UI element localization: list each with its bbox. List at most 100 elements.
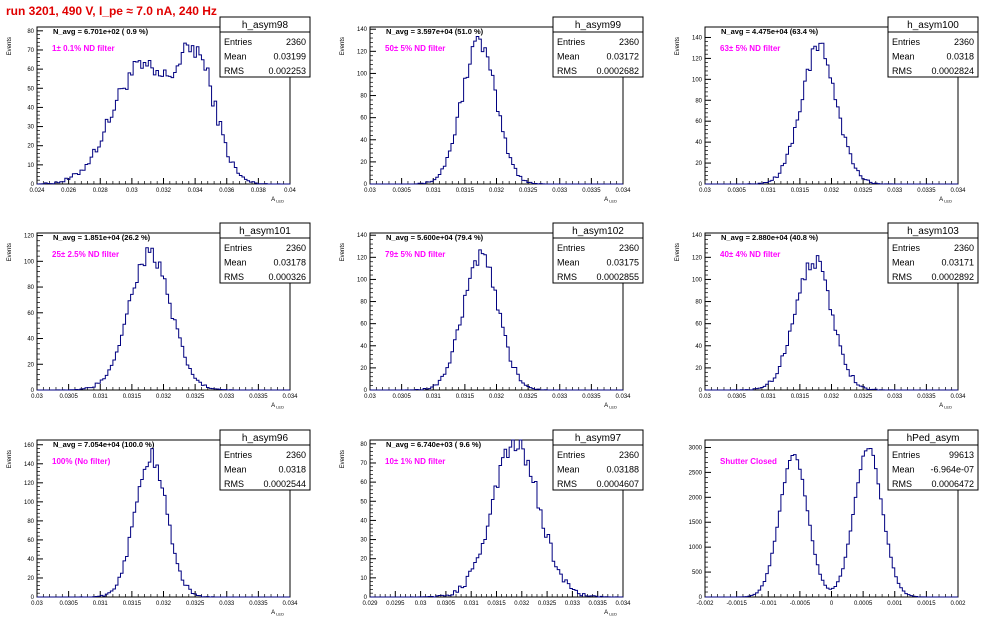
stats-value: 0.03175 <box>606 258 639 268</box>
y-tick-label: 40 <box>27 557 34 563</box>
x-tick-label: 0.034 <box>615 188 631 194</box>
x-tick-label: 0.031 <box>93 394 109 400</box>
x-tick-label: 0.0335 <box>917 188 936 194</box>
navg-label: N_avg = 6.701e+02 ( 0.9 %) <box>53 27 149 36</box>
x-tick-label: 0.034 <box>615 601 631 607</box>
stats-value: 0.03171 <box>941 258 974 268</box>
stats-title: hPed_asym <box>907 433 960 444</box>
x-tick-label: 0.0325 <box>519 188 538 194</box>
x-tick-label: 0.032 <box>489 188 505 194</box>
x-tick-label: 0.0015 <box>917 601 936 607</box>
filter-note: 10± 1% ND filter <box>385 457 445 466</box>
stats-title: h_asym98 <box>242 20 289 31</box>
stats-title: h_asym99 <box>575 20 622 31</box>
y-tick-label: 20 <box>695 366 702 372</box>
x-tick-label: 0.032 <box>824 394 840 400</box>
x-tick-label: 0.03 <box>31 394 43 400</box>
y-tick-label: 80 <box>27 285 34 291</box>
stats-label: RMS <box>224 479 244 489</box>
y-tick-label: 100 <box>24 500 35 506</box>
histogram-panel-h_asym99: 0 20 40 60 80 100 120 140 0.03 0.0305 0.031 0.0315 0… <box>340 16 644 204</box>
x-tick-label: 0.034 <box>615 394 631 400</box>
histogram-line <box>370 36 623 185</box>
navg-label: N_avg = 3.597e+04 (51.0 %) <box>386 27 484 36</box>
histogram-panel-h_asym98: 0 10 20 30 40 50 60 70 80 0.024 0.026 0.028 0.03 0.03… <box>7 16 311 204</box>
x-tick-label: 0.033 <box>552 188 568 194</box>
x-tick-label: 0.029 <box>362 601 378 607</box>
stats-label: RMS <box>224 66 244 76</box>
y-tick-label: 120 <box>24 234 35 240</box>
stats-value: 2360 <box>286 37 306 47</box>
x-tick-label: 0.0305 <box>59 601 78 607</box>
x-axis-label: A LED <box>604 403 617 410</box>
stats-value: 0.000326 <box>268 272 306 282</box>
y-tick-label: 60 <box>27 67 34 73</box>
stats-box <box>552 16 644 78</box>
y-tick-label: 20 <box>695 161 702 167</box>
y-axis-label: Events <box>340 243 346 261</box>
y-tick-label: 140 <box>357 233 368 239</box>
x-axis-label: A LED <box>939 197 952 204</box>
y-tick-label: 40 <box>695 140 702 146</box>
navg-label: N_avg = 1.851e+04 (26.2 %) <box>53 233 151 242</box>
y-tick-label: 20 <box>360 160 367 166</box>
histogram-panel-h_asym97: 0 10 20 30 40 50 60 70 80 0.029 0.0295 0.03 0.0305 0.… <box>340 429 644 617</box>
x-tick-label: 0.031 <box>761 188 777 194</box>
stats-value: 0.03188 <box>606 465 639 475</box>
x-tick-label: 0.032 <box>514 601 530 607</box>
y-tick-label: 60 <box>27 311 34 317</box>
x-tick-label: 0.0325 <box>854 188 873 194</box>
histogram-panel-h_asym100: 0 20 40 60 80 100 120 140 0.03 0.0305 0.031 0.0315 0… <box>675 16 979 204</box>
stats-label: RMS <box>892 272 912 282</box>
histogram-panel-h_asym103: 0 20 40 60 80 100 120 140 0.03 0.0305 0.031 0.0315 0… <box>675 222 979 410</box>
stats-label: Mean <box>557 258 580 268</box>
stats-label: Mean <box>224 465 247 475</box>
y-axis-label: Events <box>340 37 346 55</box>
y-tick-label: 120 <box>357 255 368 261</box>
x-tick-label: 0.033 <box>565 601 581 607</box>
y-axis-label: Events <box>7 450 13 468</box>
y-tick-label: 0 <box>699 182 703 188</box>
y-tick-label: 20 <box>27 362 34 368</box>
stats-label: RMS <box>557 66 577 76</box>
y-tick-label: 80 <box>695 98 702 104</box>
x-tick-label: 0.0305 <box>437 601 456 607</box>
stats-label: Mean <box>892 258 915 268</box>
x-tick-label: 0.0325 <box>186 394 205 400</box>
histogram-line <box>37 448 290 598</box>
stats-title: h_asym102 <box>572 226 624 237</box>
stats-label: RMS <box>557 479 577 489</box>
stats-label: Entries <box>892 37 921 47</box>
stats-box <box>552 429 644 491</box>
stats-value: 0.0002892 <box>931 272 974 282</box>
y-tick-label: 1000 <box>689 545 703 551</box>
y-tick-label: 40 <box>360 138 367 144</box>
x-tick-label: 0.03 <box>699 394 711 400</box>
y-tick-label: 0 <box>31 182 35 188</box>
filter-note: 25± 2.5% ND filter <box>52 250 119 259</box>
y-tick-label: 10 <box>360 576 367 582</box>
x-tick-label: 0.0335 <box>589 601 608 607</box>
x-tick-label: 0.03 <box>364 394 376 400</box>
x-tick-label: 0.03 <box>126 188 138 194</box>
stats-value: 0.03199 <box>273 52 306 62</box>
stats-value: 0.0002544 <box>263 479 306 489</box>
stats-box <box>887 222 979 284</box>
stats-title: h_asym97 <box>575 433 622 444</box>
y-tick-label: 80 <box>27 29 34 35</box>
x-tick-label: 0.03 <box>31 601 43 607</box>
y-tick-label: 0 <box>364 182 368 188</box>
y-tick-label: 50 <box>360 499 367 505</box>
x-tick-label: 0.0335 <box>582 188 601 194</box>
stats-label: Mean <box>892 52 915 62</box>
y-tick-label: 30 <box>27 125 34 131</box>
y-tick-label: 20 <box>27 144 34 150</box>
x-tick-label: 0.032 <box>156 601 172 607</box>
histogram-line <box>705 447 958 598</box>
navg-label: N_avg = 5.600e+04 (79.4 %) <box>386 233 484 242</box>
x-tick-label: 0.031 <box>426 188 442 194</box>
x-tick-label: 0.034 <box>950 394 966 400</box>
x-tick-label: 0.033 <box>219 601 235 607</box>
y-tick-label: 120 <box>24 481 35 487</box>
stats-value: 0.0002824 <box>931 66 974 76</box>
